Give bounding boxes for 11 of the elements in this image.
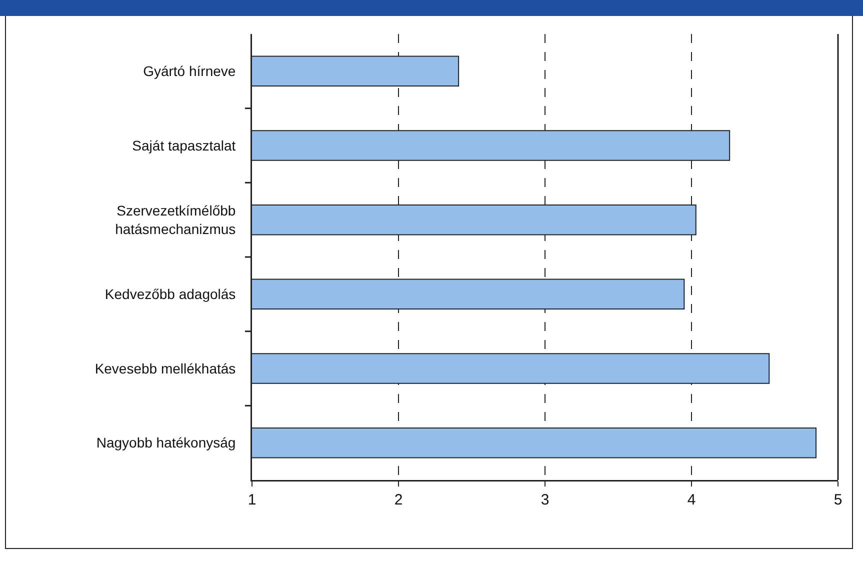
y-tick-label: Kevesebb mellékhatás bbox=[94, 360, 236, 376]
y-tick-label: Kedvezőbb adagolás bbox=[104, 286, 236, 302]
x-tick-label: 1 bbox=[248, 492, 256, 508]
x-tick-label: 4 bbox=[687, 492, 696, 508]
x-tick-label: 2 bbox=[394, 492, 403, 508]
y-tick-label: Saját tapasztalat bbox=[132, 137, 236, 154]
x-tick-label: 5 bbox=[834, 492, 842, 508]
y-tick-label: Gyártó hírneve bbox=[143, 63, 236, 80]
y-tick-label: Szervezetkímélőbb hatásmechanizmus bbox=[115, 202, 236, 237]
x-tick-label: 3 bbox=[540, 492, 550, 508]
y-tick-label: Nagyobb hatékonyság bbox=[96, 434, 236, 451]
